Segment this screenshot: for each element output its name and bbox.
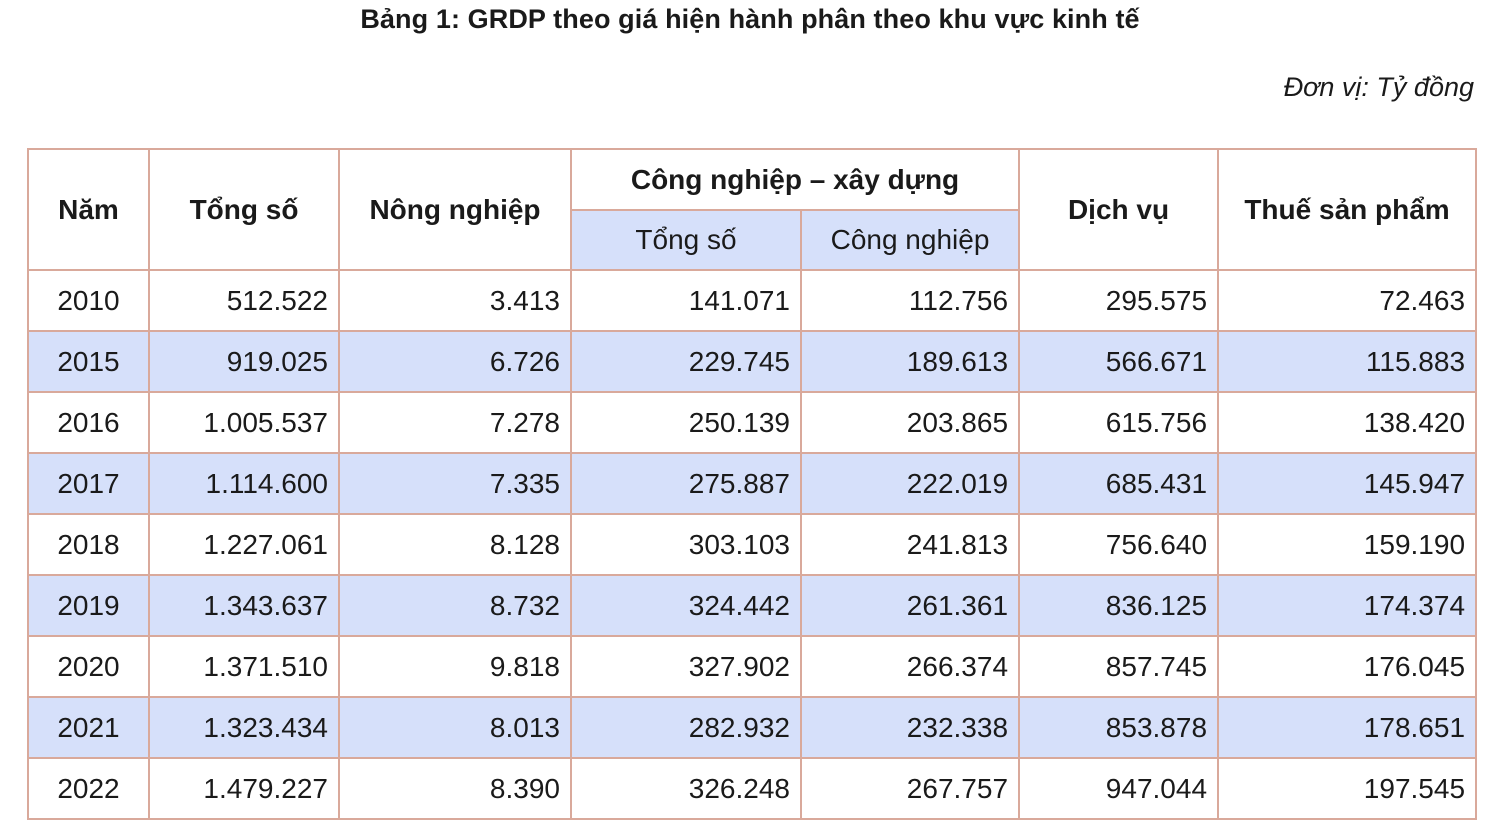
table-row: 2018 1.227.061 8.128 303.103 241.813 756… xyxy=(27,513,1478,576)
cell-dich-vu: 566.671 xyxy=(1018,330,1220,393)
cell-tong-so: 919.025 xyxy=(148,330,340,393)
cell-thue-san-pham: 197.545 xyxy=(1217,757,1478,820)
cell-thue-san-pham: 145.947 xyxy=(1217,452,1478,515)
header-tong-so: Tổng số xyxy=(148,148,340,271)
cell-dich-vu: 295.575 xyxy=(1018,269,1220,332)
cell-year: 2018 xyxy=(27,513,150,576)
table-row: 2021 1.323.434 8.013 282.932 232.338 853… xyxy=(27,696,1478,759)
cell-thue-san-pham: 174.374 xyxy=(1217,574,1478,637)
cell-tong-so: 1.479.227 xyxy=(148,757,340,820)
cell-dich-vu: 685.431 xyxy=(1018,452,1220,515)
cell-year: 2010 xyxy=(27,269,150,332)
cell-nong-nghiep: 8.390 xyxy=(338,757,572,820)
table-row: 2017 1.114.600 7.335 275.887 222.019 685… xyxy=(27,452,1478,515)
cell-nong-nghiep: 7.278 xyxy=(338,391,572,454)
header-nam: Năm xyxy=(27,148,150,271)
cell-thue-san-pham: 72.463 xyxy=(1217,269,1478,332)
cell-cong-nghiep: 203.865 xyxy=(799,391,1021,454)
table-row: 2010 512.522 3.413 141.071 112.756 295.5… xyxy=(27,269,1478,332)
grdp-table: Năm Tổng số Nông nghiệp Công nghiệp – xâ… xyxy=(27,148,1478,820)
cell-nong-nghiep: 8.013 xyxy=(338,696,572,759)
cell-thue-san-pham: 159.190 xyxy=(1217,513,1478,576)
header-dich-vu: Dịch vụ xyxy=(1018,148,1220,271)
cell-tong-so: 1.371.510 xyxy=(148,635,340,698)
cell-cnxd-tong-so: 327.902 xyxy=(570,635,802,698)
cell-year: 2019 xyxy=(27,574,150,637)
cell-cnxd-tong-so: 326.248 xyxy=(570,757,802,820)
cell-nong-nghiep: 8.128 xyxy=(338,513,572,576)
cell-dich-vu: 615.756 xyxy=(1018,391,1220,454)
cell-cong-nghiep: 232.338 xyxy=(799,696,1021,759)
cell-thue-san-pham: 138.420 xyxy=(1217,391,1478,454)
header-thue-san-pham: Thuế sản phẩm xyxy=(1217,148,1478,271)
subheader-tong-so: Tổng số xyxy=(570,209,802,271)
cell-cong-nghiep: 241.813 xyxy=(799,513,1021,576)
table-row: 2022 1.479.227 8.390 326.248 267.757 947… xyxy=(27,757,1478,820)
table-title: Bảng 1: GRDP theo giá hiện hành phân the… xyxy=(360,4,1140,34)
table-row: 2015 919.025 6.726 229.745 189.613 566.6… xyxy=(27,330,1478,393)
cell-cong-nghiep: 112.756 xyxy=(799,269,1021,332)
cell-nong-nghiep: 9.818 xyxy=(338,635,572,698)
cell-nong-nghiep: 6.726 xyxy=(338,330,572,393)
cell-dich-vu: 756.640 xyxy=(1018,513,1220,576)
header-cong-nghiep-xay-dung: Công nghiệp – xây dựng xyxy=(569,148,1021,211)
table-row: 2020 1.371.510 9.818 327.902 266.374 857… xyxy=(27,635,1478,698)
cell-thue-san-pham: 178.651 xyxy=(1217,696,1478,759)
cell-tong-so: 512.522 xyxy=(148,269,340,332)
table-row: 2016 1.005.537 7.278 250.139 203.865 615… xyxy=(27,391,1478,454)
cell-cnxd-tong-so: 303.103 xyxy=(570,513,802,576)
cell-year: 2017 xyxy=(27,452,150,515)
cell-year: 2016 xyxy=(27,391,150,454)
cell-cong-nghiep: 267.757 xyxy=(799,757,1021,820)
cell-cnxd-tong-so: 324.442 xyxy=(570,574,802,637)
subheader-cong-nghiep: Công nghiệp xyxy=(799,209,1021,271)
cell-tong-so: 1.323.434 xyxy=(148,696,340,759)
cell-cnxd-tong-so: 275.887 xyxy=(570,452,802,515)
cell-cong-nghiep: 266.374 xyxy=(799,635,1021,698)
unit-label: Đơn vị: Tỷ đồng xyxy=(1283,72,1474,102)
cell-nong-nghiep: 8.732 xyxy=(338,574,572,637)
cell-tong-so: 1.227.061 xyxy=(148,513,340,576)
cell-dich-vu: 947.044 xyxy=(1018,757,1220,820)
cell-cong-nghiep: 261.361 xyxy=(799,574,1021,637)
cell-year: 2015 xyxy=(27,330,150,393)
cell-tong-so: 1.343.637 xyxy=(148,574,340,637)
table-row: 2019 1.343.637 8.732 324.442 261.361 836… xyxy=(27,574,1478,637)
cell-cnxd-tong-so: 250.139 xyxy=(570,391,802,454)
table-body: 2010 512.522 3.413 141.071 112.756 295.5… xyxy=(27,269,1478,820)
cell-cong-nghiep: 222.019 xyxy=(799,452,1021,515)
cell-nong-nghiep: 3.413 xyxy=(338,269,572,332)
cell-year: 2022 xyxy=(27,757,150,820)
cell-cnxd-tong-so: 229.745 xyxy=(570,330,802,393)
cell-cong-nghiep: 189.613 xyxy=(799,330,1021,393)
cell-year: 2020 xyxy=(27,635,150,698)
cell-dich-vu: 857.745 xyxy=(1018,635,1220,698)
cell-tong-so: 1.005.537 xyxy=(148,391,340,454)
cell-cnxd-tong-so: 282.932 xyxy=(570,696,802,759)
cell-dich-vu: 836.125 xyxy=(1018,574,1220,637)
header-nong-nghiep: Nông nghiệp xyxy=(338,148,572,271)
cell-dich-vu: 853.878 xyxy=(1018,696,1220,759)
cell-year: 2021 xyxy=(27,696,150,759)
cell-nong-nghiep: 7.335 xyxy=(338,452,572,515)
cell-thue-san-pham: 115.883 xyxy=(1217,330,1478,393)
cell-tong-so: 1.114.600 xyxy=(148,452,340,515)
cell-cnxd-tong-so: 141.071 xyxy=(570,269,802,332)
cell-thue-san-pham: 176.045 xyxy=(1217,635,1478,698)
